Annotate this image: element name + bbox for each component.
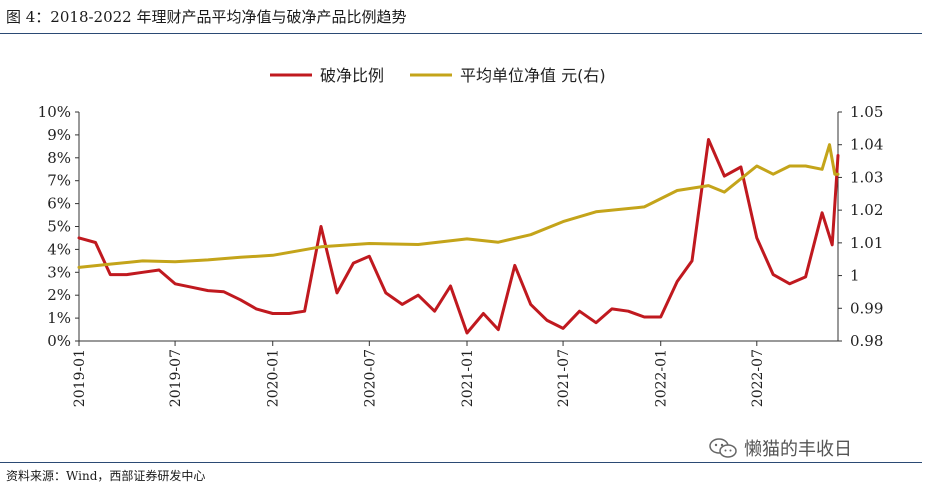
y-right-tick-label: 0.99 (850, 299, 883, 317)
title-rule (0, 33, 922, 34)
y-left-tick-label: 7% (47, 172, 71, 190)
wechat-icon (709, 438, 737, 458)
chart-legend: 破净比例 平均单位净值 元(右) (270, 66, 606, 85)
y-left-tick-label: 5% (47, 218, 71, 236)
y-left-tick-label: 6% (47, 195, 71, 213)
chart-ticks: 0% 1% 2% 3% 4% 5% 6% 7% 8% 9% 10% 0.98 0.99 1 1.01 1.02… (38, 103, 884, 407)
y-right-tick-label: 1 (850, 267, 860, 285)
y-right-tick-label: 0.98 (850, 332, 883, 350)
y-left-tick-label: 9% (47, 126, 71, 144)
x-tick-label: 2022-07 (750, 349, 766, 407)
legend-label-1: 破净比例 (320, 66, 384, 85)
x-tick-label: 2019-01 (72, 349, 88, 407)
x-tick-label: 2021-01 (460, 349, 476, 407)
series-line-2 (77, 143, 840, 269)
x-tick-label: 2020-07 (362, 349, 378, 407)
y-left-tick-label: 8% (47, 149, 71, 167)
y-left-tick-label: 1% (47, 309, 71, 327)
watermark: 懒猫的丰收日 (708, 436, 852, 460)
line-chart: 0% 1% 2% 3% 4% 5% 6% 7% 8% 9% 10% 0.98 0.99 1 1.01 1.02… (38, 66, 884, 407)
y-right-tick-label: 1.02 (850, 201, 883, 219)
y-right-tick-label: 1.04 (850, 136, 883, 154)
x-tick-label: 2019-07 (168, 349, 184, 407)
y-left-tick-label: 0% (47, 332, 71, 350)
x-tick-label: 2020-01 (266, 349, 282, 407)
x-tick-label: 2021-07 (556, 349, 572, 407)
watermark-text: 懒猫的丰收日 (744, 439, 852, 460)
footer-rule (0, 462, 922, 463)
y-right-tick-label: 1.05 (850, 103, 883, 121)
y-left-tick-label: 2% (47, 286, 71, 304)
source-note: 资料来源：Wind，西部证券研发中心 (6, 469, 206, 483)
legend-label-2: 平均单位净值 元(右) (460, 66, 606, 85)
y-right-tick-label: 1.01 (850, 234, 883, 252)
page-title: 图 4：2018-2022 年理财产品平均净值与破净产品比例趋势 (6, 8, 407, 26)
y-right-tick-label: 1.03 (850, 168, 883, 186)
chart-lines (77, 138, 840, 335)
series-line-1 (77, 138, 840, 335)
y-left-tick-label: 10% (38, 103, 71, 121)
x-tick-label: 2022-01 (654, 349, 670, 407)
y-left-tick-label: 3% (47, 263, 71, 281)
y-left-tick-label: 4% (47, 240, 71, 258)
